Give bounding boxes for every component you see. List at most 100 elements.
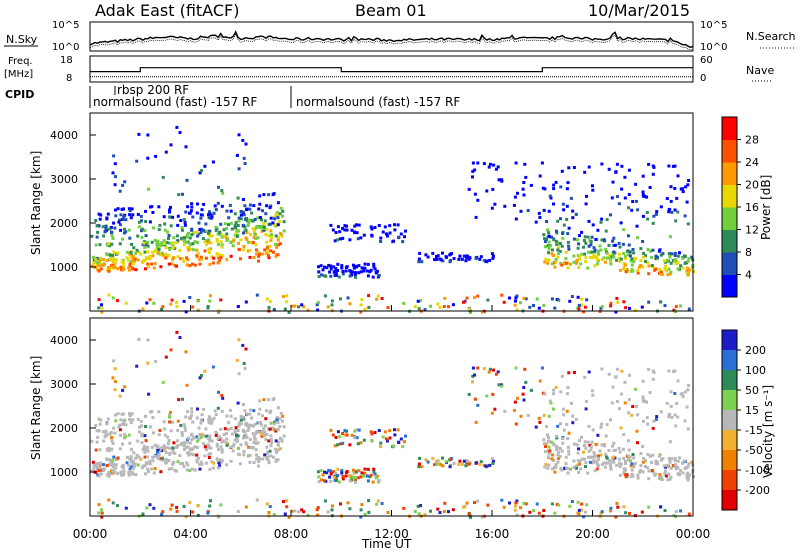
velocity-cell [514,422,518,426]
velocity-cell [130,447,133,451]
power-cell [552,254,556,257]
velocity-cell [239,418,243,422]
power-cell [651,221,655,225]
velocity-cell [244,505,248,509]
velocity-cell [128,441,132,445]
velocity-cell [673,459,677,462]
power-cell [110,231,114,235]
power-cell [578,257,582,261]
power-cell [142,240,146,244]
velocity-cell [157,410,161,414]
power-cell [386,234,389,238]
power-cell [196,202,199,206]
power-cell [686,259,690,263]
power-cell [116,267,120,271]
velocity-cell [550,457,554,461]
velocity-cell [175,439,179,443]
velocity-cell [648,454,652,458]
velocity-cell [683,466,687,470]
velocity-cell [607,458,611,462]
velocity-cell [143,455,147,459]
power-cell [105,259,109,262]
velocity-cell [423,513,427,517]
power-cell [632,257,636,261]
power-cell [188,242,192,246]
date-title: 10/Mar/2015 [588,1,690,20]
nave-label: Nave [746,64,774,77]
nsky-label: N.Sky [6,33,38,46]
velocity-cell [110,463,114,467]
velocity-cell [572,459,576,463]
velocity-cell [230,432,234,436]
velocity-cell [360,503,364,507]
power-cell [644,259,647,263]
power-cell [276,238,280,242]
power-scatter-cells [90,125,695,314]
power-cell [302,305,306,309]
power-cell [616,300,620,304]
velocity-cell [584,461,588,465]
power-cell [239,238,243,242]
velocity-cell [561,407,565,411]
velocity-cell [137,455,141,459]
velocity-cell [603,465,607,469]
velocity-cell [109,462,113,466]
power-cell [519,301,522,305]
power-cell [130,242,133,246]
power-cell [595,262,599,266]
power-cell [560,263,564,267]
power-cell [679,304,683,308]
power-cell [220,254,224,258]
velocity-cell [646,422,650,426]
velocity-cell [227,421,231,425]
power-cell [554,180,558,184]
power-cell [676,254,680,258]
power-cell [524,297,528,301]
velocity-cell [276,428,280,432]
power-cell [438,306,442,309]
power-cell [132,255,135,259]
power-cell [612,236,616,240]
power-cell [249,233,252,236]
power-colorbar-swatch [722,207,737,230]
velocity-cell [265,433,269,437]
power-cell [186,205,190,209]
velocity-cell [630,472,634,476]
power-cell [96,230,100,234]
power-cell [604,247,608,251]
power-cell [332,265,336,269]
power-cell [97,269,101,273]
velocity-cell [134,456,138,460]
power-cell [211,261,215,265]
power-cell [674,262,678,266]
power-cell [589,243,593,247]
power-cell [596,228,600,232]
power-cell [316,301,320,305]
velocity-cell [685,476,689,480]
power-cell [178,249,182,252]
power-cell [177,193,181,197]
frequency-panel: Freq. [MHz] 18 8 60 0 Nave [4,55,774,84]
power-cell [458,254,462,258]
power-cell [669,270,673,274]
velocity-cell [641,398,645,402]
power-cell [154,154,158,158]
power-cell [353,231,357,235]
power-cell [399,232,403,236]
power-cell [182,259,186,263]
velocity-cell [627,398,631,401]
velocity-cell [157,453,161,457]
power-cell [360,298,364,302]
noise-right-tick-bottom: 10^0 [700,42,727,53]
velocity-cell [580,457,584,461]
power-cell [114,175,117,179]
velocity-cell [208,504,212,508]
velocity-cell [265,445,269,449]
velocity-cell [647,505,651,509]
velocity-cell [171,462,175,466]
power-cell [198,171,202,175]
velocity-cell [269,434,273,438]
power-cell [345,224,348,228]
power-cell [163,241,166,245]
